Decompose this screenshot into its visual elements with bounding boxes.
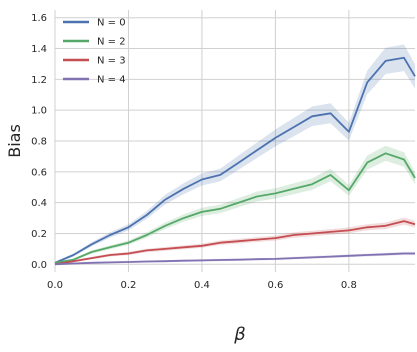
legend: N = 0 N = 2 N = 3 N = 4 — [63, 18, 126, 86]
y-tick-label: 1.4 — [31, 44, 47, 55]
legend-label-n3: N = 3 — [97, 56, 126, 67]
x-tick-label: 0.4 — [194, 280, 210, 291]
x-tick-label: 0.2 — [121, 280, 137, 291]
legend-label-n0: N = 0 — [97, 18, 126, 29]
x-axis-label: β — [233, 324, 246, 345]
legend-label-n4: N = 4 — [97, 75, 126, 86]
y-tick-label: 0.2 — [31, 229, 47, 240]
y-tick-labels: 0.0 0.2 0.4 0.6 0.8 1.0 1.2 1.4 1.6 — [31, 13, 47, 271]
band-n0 — [55, 44, 415, 264]
line-n2 — [54, 152, 416, 264]
series-lines — [54, 56, 416, 266]
y-axis-label: Bias — [5, 124, 24, 158]
y-tick-label: 1.0 — [31, 106, 47, 117]
x-tick-label: 0.8 — [341, 280, 357, 291]
x-tick-labels: 0.0 0.2 0.4 0.6 0.8 — [47, 280, 357, 291]
x-tick-label: 0.6 — [267, 280, 283, 291]
x-tick-label: 0.0 — [47, 280, 63, 291]
y-tick-label: 1.2 — [31, 75, 47, 86]
line-n0 — [54, 56, 416, 264]
y-tick-label: 0.0 — [31, 260, 47, 271]
y-tick-label: 0.4 — [31, 198, 47, 209]
y-tick-label: 0.6 — [31, 167, 47, 178]
line-n4 — [54, 252, 415, 266]
legend-label-n2: N = 2 — [97, 37, 126, 48]
line-n3 — [54, 220, 416, 266]
y-tick-label: 1.6 — [31, 13, 47, 24]
gridlines — [54, 10, 415, 272]
y-tick-label: 0.8 — [31, 137, 47, 148]
